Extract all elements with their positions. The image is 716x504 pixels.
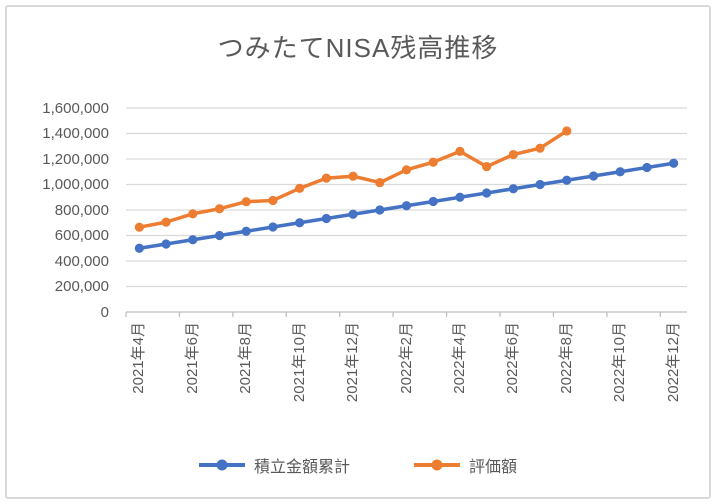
data-point-積立金額累計	[268, 222, 278, 232]
data-point-評価額	[535, 143, 545, 153]
data-point-積立金額累計	[348, 209, 358, 219]
legend-marker-icon	[198, 459, 245, 471]
data-point-評価額	[375, 177, 385, 188]
x-axis-tick-label: 2022年6月	[504, 322, 522, 394]
x-axis-tick-label: 2021年12月	[344, 322, 362, 403]
y-axis-tick-label: 200,000	[54, 278, 109, 295]
data-point-評価額	[321, 173, 331, 183]
data-point-積立金額累計	[321, 213, 331, 224]
data-point-評価額	[428, 157, 438, 167]
data-point-積立金額累計	[188, 235, 198, 245]
y-axis-tick-label: 1,200,000	[42, 150, 109, 168]
data-point-積立金額累計	[642, 162, 652, 173]
data-point-積立金額累計	[375, 205, 385, 215]
data-point-評価額	[455, 146, 465, 156]
data-point-積立金額累計	[295, 218, 305, 228]
data-point-評価額	[214, 204, 225, 214]
y-axis-tick-label: 0	[100, 303, 109, 321]
data-point-積立金額累計	[455, 192, 465, 202]
legend-item: 積立金額累計	[198, 453, 350, 477]
data-point-評価額	[188, 209, 198, 219]
x-axis-tick-label: 2022年12月	[664, 322, 682, 403]
data-point-評価額	[401, 165, 412, 175]
data-point-評価額	[508, 149, 518, 160]
y-axis-tick-label: 1,000,000	[42, 176, 109, 193]
data-point-積立金額累計	[134, 243, 144, 253]
chart-title: つみたてNISA残高推移	[217, 33, 499, 63]
data-point-評価額	[268, 195, 278, 206]
data-point-積立金額累計	[161, 239, 171, 249]
data-point-積立金額累計	[428, 196, 438, 207]
legend-label: 積立金額累計	[253, 459, 350, 476]
data-point-評価額	[482, 162, 492, 172]
x-axis-tick-label: 2021年4月	[130, 322, 148, 394]
x-axis-tick-label: 2022年10月	[611, 322, 629, 403]
data-point-積立金額累計	[562, 175, 572, 185]
data-point-積立金額累計	[508, 184, 518, 194]
y-axis-tick-label: 400,000	[54, 252, 109, 270]
legend-label: 評価額	[469, 459, 518, 476]
data-point-評価額	[161, 217, 171, 227]
x-axis-tick-label: 2021年10月	[290, 322, 308, 403]
y-axis-tick-label: 1,600,000	[42, 99, 109, 117]
x-axis-tick-label: 2021年6月	[183, 322, 201, 394]
data-point-積立金額累計	[482, 188, 492, 198]
y-axis-tick-label: 600,000	[54, 227, 109, 244]
legend-item: 評価額	[414, 453, 517, 477]
data-point-積立金額累計	[588, 171, 599, 181]
data-point-評価額	[348, 171, 358, 181]
data-point-積立金額累計	[615, 167, 625, 177]
data-point-積立金額累計	[214, 230, 225, 241]
x-axis-tick-label: 2022年2月	[397, 322, 415, 394]
data-point-積立金額累計	[241, 226, 251, 236]
x-axis-tick-label: 2022年4月	[450, 322, 468, 394]
chart-legend: 積立金額累計 評価額	[0, 448, 716, 482]
data-point-評価額	[134, 222, 144, 232]
data-point-評価額	[241, 197, 251, 207]
x-axis-tick-label: 2021年8月	[237, 322, 255, 394]
data-point-積立金額累計	[401, 201, 412, 211]
y-axis-tick-label: 800,000	[54, 201, 109, 219]
data-point-積立金額累計	[535, 179, 545, 190]
data-point-評価額	[295, 183, 305, 193]
data-point-積立金額累計	[669, 158, 679, 168]
data-point-評価額	[562, 126, 572, 136]
legend-marker-icon	[414, 459, 460, 471]
x-axis-tick-label: 2022年8月	[557, 322, 575, 394]
y-axis-tick-label: 1,400,000	[42, 125, 109, 142]
